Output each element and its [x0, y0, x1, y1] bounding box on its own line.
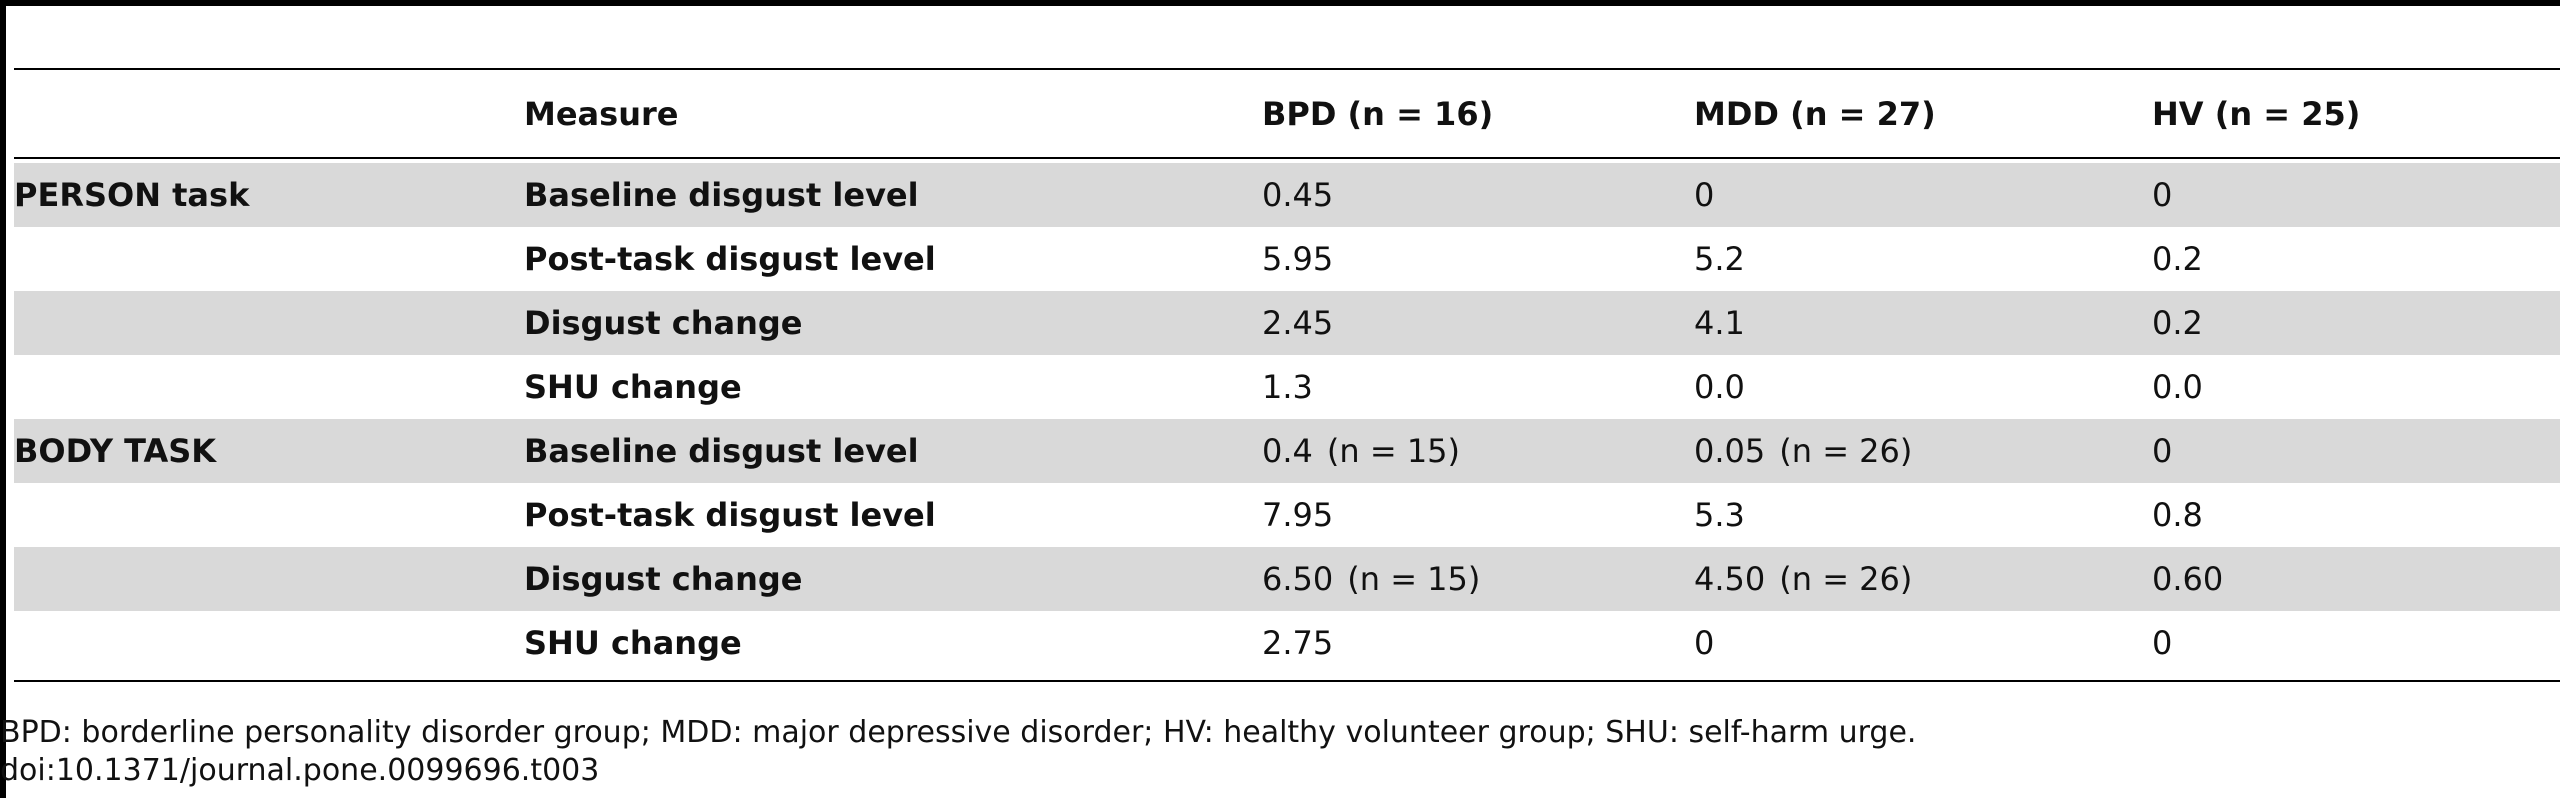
header-hv: HV (n = 25) [2152, 95, 2361, 133]
row-bpd-value: 6.50 (n = 15) [1262, 560, 1481, 598]
table-top-border [0, 0, 2560, 6]
row-bpd-value: 5.95 [1262, 240, 1334, 278]
table-row: Post-task disgust level 5.95 5.2 0.2 [14, 227, 2560, 291]
row-mdd-value: 0 [1694, 624, 1715, 662]
row-bpd-value: 1.3 [1262, 368, 1313, 406]
row-mdd-value: 4.50 (n = 26) [1694, 560, 1913, 598]
table-body: PERSON task Baseline disgust level 0.45 … [14, 159, 2560, 680]
table-footnote: BPD: borderline personality disorder gro… [0, 715, 1917, 750]
row-hv-value: 0.2 [2152, 304, 2203, 342]
row-mdd-value: 0.0 [1694, 368, 1745, 406]
row-mdd-value: 0 [1694, 176, 1715, 214]
row-measure: Disgust change [524, 560, 803, 598]
table-row: BODY TASK Baseline disgust level 0.4 (n =… [14, 419, 2560, 483]
row-bpd-value: 2.45 [1262, 304, 1334, 342]
row-bpd-value: 2.75 [1262, 624, 1334, 662]
row-measure: Post-task disgust level [524, 496, 936, 534]
row-measure: SHU change [524, 368, 742, 406]
table-row: SHU change 2.75 0 0 [14, 611, 2560, 675]
row-mdd-value: 0.05 (n = 26) [1694, 432, 1913, 470]
header-mdd: MDD (n = 27) [1694, 95, 1936, 133]
row-hv-value: 0 [2152, 432, 2173, 470]
row-measure: Post-task disgust level [524, 240, 936, 278]
table-bottom-rule [14, 680, 2560, 682]
row-group-label: PERSON task [14, 176, 250, 214]
row-group-label: BODY TASK [14, 432, 217, 470]
row-mdd-value: 5.3 [1694, 496, 1745, 534]
row-mdd-value: 5.2 [1694, 240, 1745, 278]
header-measure: Measure [524, 95, 679, 133]
row-hv-value: 0.60 [2152, 560, 2224, 598]
row-hv-value: 0.0 [2152, 368, 2203, 406]
row-hv-value: 0 [2152, 176, 2173, 214]
row-measure: Baseline disgust level [524, 432, 919, 470]
doi-link[interactable]: doi:10.1371/journal.pone.0099696.t003 [0, 753, 600, 788]
table-row: Disgust change 2.45 4.1 0.2 [14, 291, 2560, 355]
header-top-rule [14, 68, 2560, 70]
row-hv-value: 0 [2152, 624, 2173, 662]
table-row: Disgust change 6.50 (n = 15) 4.50 (n = 26)… [14, 547, 2560, 611]
row-bpd-value: 7.95 [1262, 496, 1334, 534]
table-row: SHU change 1.3 0.0 0.0 [14, 355, 2560, 419]
row-measure: Baseline disgust level [524, 176, 919, 214]
row-bpd-value: 0.45 [1262, 176, 1334, 214]
table-row: Post-task disgust level 7.95 5.3 0.8 [14, 483, 2560, 547]
row-mdd-value: 4.1 [1694, 304, 1745, 342]
table-header-row: Measure BPD (n = 16) MDD (n = 27) HV (n … [14, 70, 2560, 157]
table-left-border [0, 0, 6, 798]
row-measure: Disgust change [524, 304, 803, 342]
row-hv-value: 0.2 [2152, 240, 2203, 278]
row-hv-value: 0.8 [2152, 496, 2203, 534]
header-bottom-rule [14, 157, 2560, 159]
header-bpd: BPD (n = 16) [1262, 95, 1494, 133]
table-row: PERSON task Baseline disgust level 0.45 … [14, 163, 2560, 227]
row-measure: SHU change [524, 624, 742, 662]
row-bpd-value: 0.4 (n = 15) [1262, 432, 1461, 470]
